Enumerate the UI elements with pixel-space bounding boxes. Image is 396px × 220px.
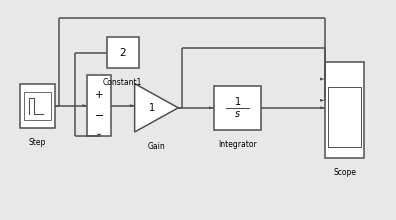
Bar <box>325 62 364 158</box>
Text: −: − <box>95 111 105 121</box>
Polygon shape <box>135 84 178 132</box>
Bar <box>20 84 55 128</box>
Bar <box>24 92 51 120</box>
Polygon shape <box>130 104 135 107</box>
Text: Integrator: Integrator <box>218 140 257 149</box>
Text: s: s <box>235 109 240 119</box>
Text: Constant1: Constant1 <box>103 78 143 87</box>
Polygon shape <box>320 99 325 102</box>
Polygon shape <box>209 106 214 109</box>
Text: +: + <box>95 90 103 100</box>
Polygon shape <box>96 134 102 136</box>
Bar <box>87 75 111 136</box>
Bar <box>328 87 361 147</box>
Text: 2: 2 <box>120 48 126 58</box>
Text: 1: 1 <box>149 103 155 113</box>
Bar <box>107 37 139 68</box>
Text: Gain: Gain <box>148 142 165 151</box>
Polygon shape <box>320 106 325 109</box>
Text: Scope: Scope <box>333 168 356 177</box>
Text: Step: Step <box>29 138 46 147</box>
Polygon shape <box>320 78 325 81</box>
Text: 1: 1 <box>234 97 241 107</box>
Bar <box>214 86 261 130</box>
Polygon shape <box>82 104 87 107</box>
